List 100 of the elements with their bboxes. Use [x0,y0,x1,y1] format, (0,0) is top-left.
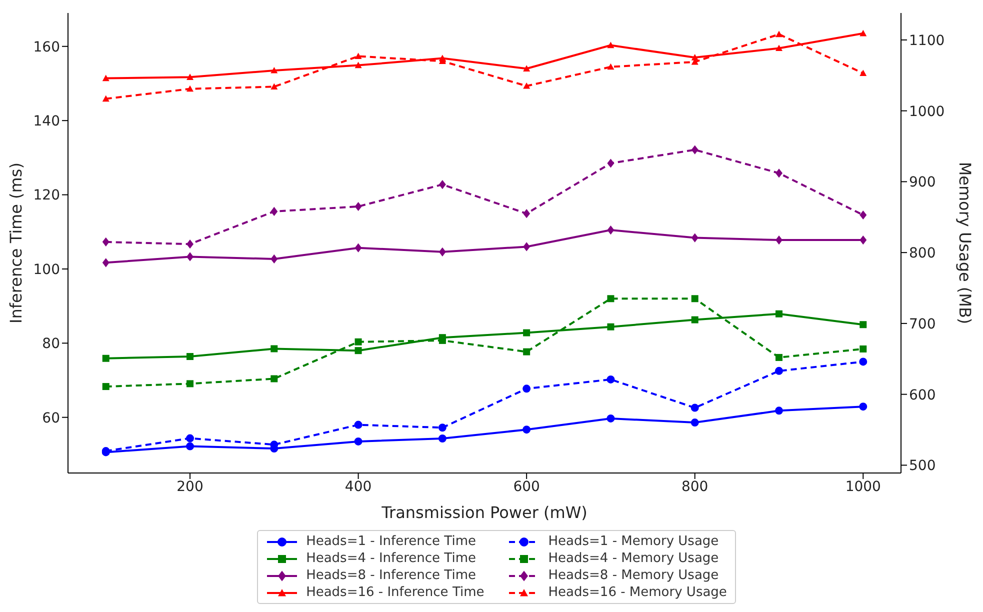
point [522,384,531,393]
point [606,414,615,422]
point [691,316,698,324]
point [186,252,194,262]
point [860,30,867,36]
point [523,65,530,72]
point [859,402,868,411]
point [860,235,867,245]
point [438,180,446,190]
point [186,434,194,442]
point [522,426,531,434]
point [102,354,110,362]
point [270,254,278,264]
point [690,404,699,412]
point [691,145,698,154]
y2-tick-label: 1100 [909,32,945,49]
point [775,310,782,318]
point [438,336,446,344]
point [775,44,782,52]
point [102,74,110,82]
y2-axis-title: Memory Usage (MB) [955,162,974,324]
point [186,85,194,92]
point [186,240,194,249]
y-tick-label: 120 [33,188,60,204]
point [270,375,278,382]
point [523,329,530,336]
point [438,247,446,256]
point [523,209,530,218]
point [860,321,867,328]
y2-tick-label: 500 [909,458,936,474]
point [354,437,362,446]
point [354,52,362,60]
point [354,202,362,212]
point [860,70,867,76]
legend-label: Heads=4 - Inference Time [306,551,476,566]
point [774,406,783,415]
point [859,358,868,366]
point [354,347,362,354]
y-axis-title: Inference Time (ms) [6,162,26,324]
x-tick-label: 800 [681,478,708,495]
y-tick-label: 60 [42,410,60,426]
point [102,237,110,246]
y2-tick-label: 700 [909,316,936,332]
point [607,42,614,48]
point [270,345,278,352]
y-tick-label: 160 [33,39,60,56]
legend-label: Heads=16 - Memory Usage [548,585,727,600]
point [691,295,698,302]
point [523,82,530,89]
point [860,345,867,352]
y2-tick-label: 800 [909,246,936,262]
point [606,375,615,384]
point [607,63,614,70]
x-tick-label: 200 [176,478,204,495]
point [775,354,782,361]
y2-tick-label: 1000 [909,104,945,120]
legend-label: Heads=8 - Memory Usage [548,568,719,583]
x-tick-label: 400 [344,478,372,495]
legend-label: Heads=16 - Inference Time [306,585,484,600]
point [860,210,867,220]
point [354,243,362,252]
point [523,242,530,252]
point [270,83,278,90]
y-tick-label: 100 [33,262,60,278]
x-axis-title: Transmission Power (mW) [380,503,588,522]
legend-label: Heads=4 - Memory Usage [548,551,719,566]
y2-tick-label: 900 [909,174,936,191]
y-tick-label: 80 [42,336,60,352]
point [102,383,110,390]
point [270,206,278,216]
point [270,67,278,74]
y-tick-label: 140 [33,114,60,130]
point [775,235,782,245]
point [354,338,362,346]
x-tick-label: 1000 [845,478,881,495]
point [186,353,194,360]
point [186,74,194,80]
point [523,348,530,356]
point [102,95,110,102]
point [607,323,614,330]
point [607,158,614,168]
point [775,30,782,38]
point [186,380,194,388]
y2-tick-label: 600 [909,387,936,404]
point [774,366,783,375]
point [438,434,446,442]
legend-label: Heads=1 - Memory Usage [548,534,719,549]
point [607,295,614,302]
legend-label: Heads=8 - Inference Time [306,568,476,583]
point [438,424,446,432]
point [354,62,362,68]
point [354,420,362,429]
legend-label: Heads=1 - Inference Time [306,534,476,549]
point [186,442,194,450]
point [102,258,110,268]
point [607,225,614,235]
point [691,233,698,242]
point [775,168,782,178]
point [690,418,699,427]
x-tick-label: 600 [513,478,540,495]
